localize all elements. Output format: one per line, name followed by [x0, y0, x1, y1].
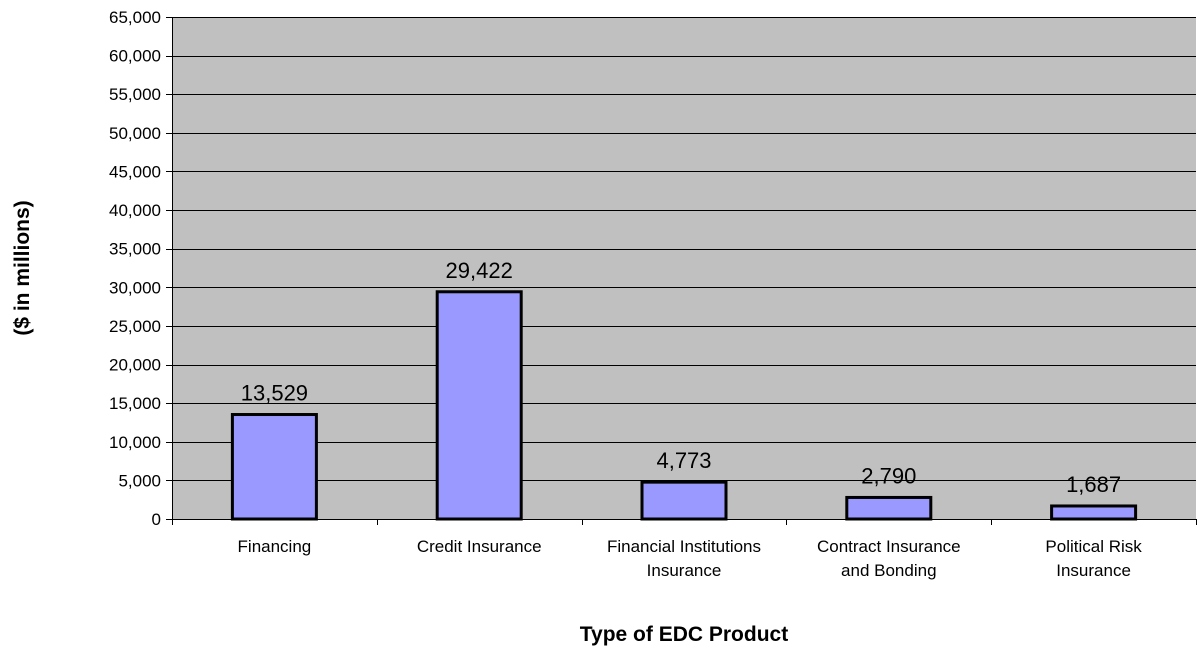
y-tick-label: 50,000 [109, 124, 161, 143]
bar [230, 413, 318, 521]
x-tick-label: Financing [238, 537, 312, 556]
y-tick-label: 65,000 [109, 8, 161, 27]
y-tick-label: 60,000 [109, 47, 161, 66]
data-label: 2,790 [861, 463, 916, 488]
y-tick-label: 25,000 [109, 317, 161, 336]
x-tick-label-line: Insurance [647, 561, 722, 580]
y-tick-label: 45,000 [109, 162, 161, 181]
bar [845, 495, 933, 521]
bars [230, 290, 1138, 521]
axes [166, 17, 1197, 525]
y-tick-label: 5,000 [118, 471, 161, 490]
y-tick-label: 55,000 [109, 85, 161, 104]
data-label: 1,687 [1066, 472, 1121, 497]
x-tick-label-line: Insurance [1056, 561, 1131, 580]
data-labels: 13,529 29,422 4,773 2,790 1,687 [241, 258, 1121, 497]
y-tick-label: 35,000 [109, 240, 161, 259]
x-tick-label-line: Financing [238, 537, 312, 556]
y-tick-label: 15,000 [109, 394, 161, 413]
x-tick-label-line: Financial Institutions [607, 537, 761, 556]
x-tick-label: Credit Insurance [417, 537, 542, 556]
bar [435, 290, 523, 521]
x-tick-label: Political Risk Insurance [1045, 537, 1142, 580]
bar [640, 480, 728, 521]
bar [1050, 504, 1138, 521]
y-tick-label: 20,000 [109, 356, 161, 375]
x-tick-label: Financial Institutions Insurance [607, 537, 761, 580]
y-tick-label: 0 [152, 510, 161, 529]
x-tick-label: Contract Insurance and Bonding [817, 537, 961, 580]
x-tick-label-line: and Bonding [841, 561, 936, 580]
x-tick-label-line: Credit Insurance [417, 537, 542, 556]
y-tick-label: 40,000 [109, 201, 161, 220]
data-label: 4,773 [656, 448, 711, 473]
plot-area [172, 17, 1196, 519]
data-label: 13,529 [241, 381, 308, 406]
x-tick-labels: Financing Credit Insurance Financial Insti… [238, 537, 1143, 580]
gridlines [172, 17, 1196, 481]
x-axis-title: Type of EDC Product [580, 623, 788, 646]
y-tick-label: 30,000 [109, 278, 161, 297]
x-tick-label-line: Political Risk [1045, 537, 1142, 556]
data-label: 29,422 [446, 258, 513, 283]
x-tick-label-line: Contract Insurance [817, 537, 961, 556]
y-axis-title: ($ in millions) [11, 200, 34, 335]
y-tick-labels: 0 5,000 10,000 15,000 20,000 25,000 30,000 35,0… [109, 8, 161, 529]
y-tick-label: 10,000 [109, 433, 161, 452]
